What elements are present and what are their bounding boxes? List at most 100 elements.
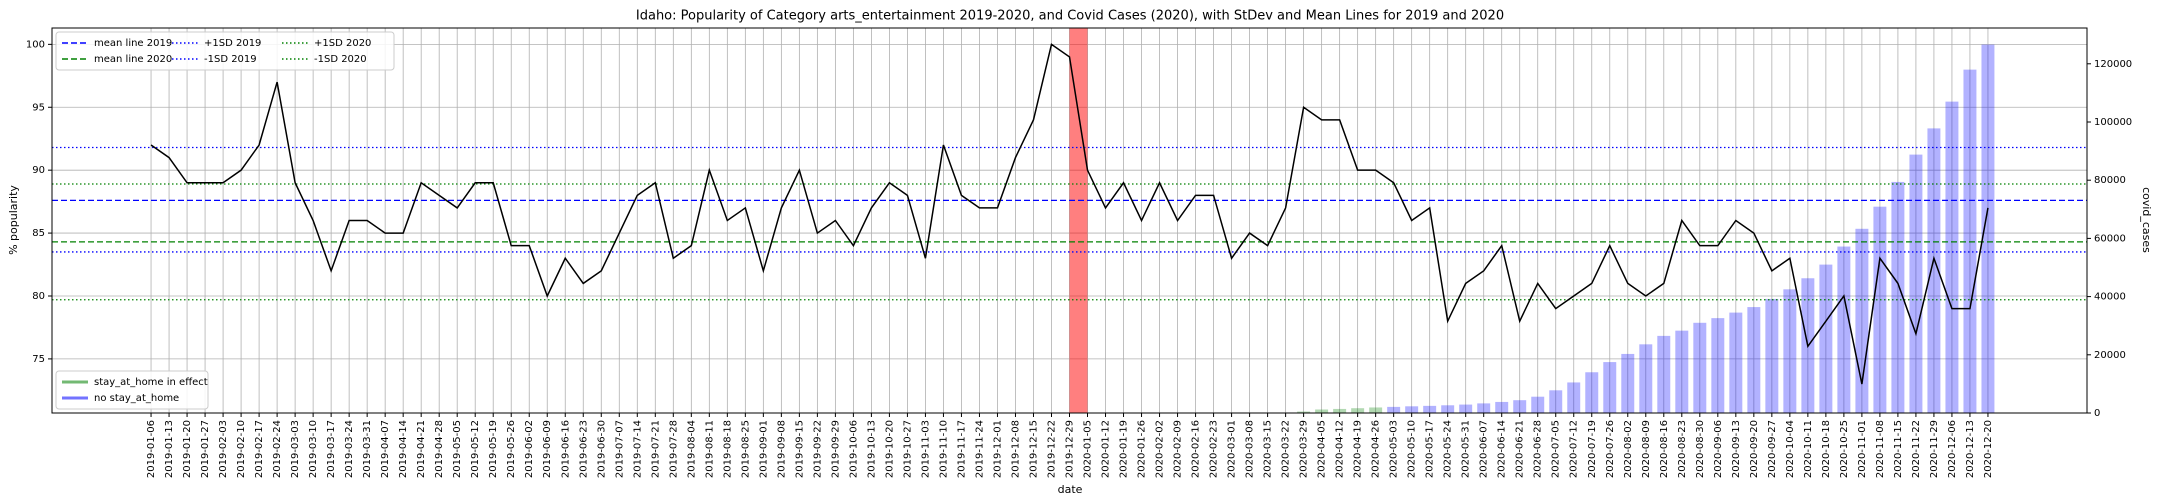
x-tick-label: 2020-11-08 [1875,420,1886,478]
x-tick-label: 2020-01-05 [1083,420,1094,478]
bar [1585,372,1599,413]
x-tick-label: 2019-12-08 [1010,420,1021,478]
x-tick-label: 2019-02-03 [218,420,229,478]
bar [1495,401,1509,413]
bar [1333,408,1347,413]
x-tick-label: 2019-09-01 [758,420,769,478]
x-tick-label: 2019-10-13 [866,420,877,478]
x-tick-label: 2019-08-18 [722,420,733,478]
y-tick-label: 85 [32,228,45,239]
x-tick-label: 2020-04-05 [1317,420,1328,478]
bar [1405,406,1419,413]
x-tick-label: 2019-09-22 [812,420,823,478]
bar [1675,330,1689,413]
x-tick-label: 2020-02-02 [1155,420,1166,478]
x-tick-label: 2019-07-21 [650,420,661,478]
bar [1387,406,1401,413]
legend-box [55,370,209,410]
x-tick-label: 2019-09-15 [794,420,805,478]
x-tick-label: 2020-11-01 [1857,420,1868,478]
x-tick-label: 2020-07-12 [1569,420,1580,478]
x-tick-label: 2019-08-25 [740,420,751,478]
x-tick-label: 2019-01-20 [182,420,193,478]
x-tick-label: 2020-12-06 [1947,420,1958,478]
x-tick-label: 2019-10-27 [902,420,913,478]
x-tick-label: 2019-09-29 [830,420,841,478]
y-tick-label: 95 [32,102,45,113]
bar [1549,390,1563,413]
x-tick-label: 2020-10-11 [1803,420,1814,478]
bar [1639,344,1653,413]
bar [1693,322,1707,413]
x-tick-label: 2019-03-31 [362,420,373,478]
x-tick-label: 2019-08-11 [704,420,715,478]
x-axis-label: date [1058,483,1083,496]
bar [1351,408,1365,413]
x-tick-label: 2020-03-01 [1227,420,1238,478]
x-tick-label: 2020-11-15 [1893,420,1904,478]
x-tick-label: 2019-12-22 [1046,420,1057,478]
y-tick-label: 75 [32,354,45,365]
x-tick-label: 2020-09-06 [1713,420,1724,478]
bar [1423,405,1437,413]
x-tick-label: 2019-01-06 [146,420,157,478]
x-tick-label: 2020-12-20 [1983,420,1994,478]
bar [1531,396,1545,413]
bar [1567,382,1581,413]
x-tick-label: 2019-06-30 [596,420,607,478]
x-tick-label: 2019-09-08 [776,420,787,478]
x-tick-label: 2019-03-24 [344,420,355,478]
x-tick-label: 2020-08-09 [1641,420,1652,478]
x-tick-label: 2020-02-16 [1191,420,1202,478]
bar [1621,353,1635,413]
x-tick-label: 2019-01-27 [200,420,211,478]
x-tick-label: 2019-04-28 [434,420,445,478]
x-tick-label: 2019-03-03 [290,420,301,478]
x-tick-label: 2019-05-05 [452,420,463,478]
x-tick-label: 2020-07-26 [1605,420,1616,478]
x-tick-label: 2020-04-26 [1371,420,1382,478]
x-tick-label: 2019-07-28 [668,420,679,478]
x-tick-label: 2020-09-27 [1767,420,1778,478]
legend-label: no stay_at_home [94,393,179,404]
x-tick-label: 2019-07-07 [614,420,625,478]
x-tick-label: 2020-07-19 [1587,420,1598,478]
y2-tick-label: 20000 [2094,350,2126,361]
x-tick-label: 2020-10-04 [1785,420,1796,478]
bar [1729,312,1743,413]
bar [1657,335,1671,413]
x-tick-label: 2020-10-25 [1839,420,1850,478]
x-tick-label: 2019-12-29 [1065,420,1076,478]
y2-tick-label: 40000 [2094,292,2126,303]
x-tick-label: 2019-10-20 [884,420,895,478]
bar [1927,128,1941,413]
x-tick-label: 2020-06-14 [1497,420,1508,478]
y2-tick-label: 120000 [2094,59,2132,70]
bar [1459,404,1473,413]
chart-title: Idaho: Popularity of Category arts_enter… [636,9,1504,24]
line-series [150,43,1989,385]
legend-label: +1SD 2020 [314,38,371,49]
legend-label: stay_at_home in effect [94,377,208,388]
bar [1603,362,1617,413]
bar [1513,400,1527,413]
x-tick-label: 2019-02-10 [236,420,247,478]
bar [1369,407,1383,413]
x-tick-label: 2020-03-22 [1281,420,1292,478]
y2-tick-label: 60000 [2094,233,2126,244]
x-tick-label: 2019-05-12 [470,420,481,478]
y2-tick-label: 80000 [2094,175,2126,186]
bar [1711,318,1725,413]
x-tick-label: 2019-04-07 [380,420,391,478]
x-tick-label: 2019-06-23 [578,420,589,478]
x-tick-label: 2020-01-19 [1119,420,1130,478]
x-tick-label: 2020-04-12 [1335,420,1346,478]
bar [1873,206,1887,413]
x-tick-label: 2020-06-28 [1533,420,1544,478]
x-tick-label: 2020-03-15 [1263,420,1274,478]
y2-tick-label: 0 [2094,408,2100,419]
bar [1477,403,1491,413]
y-tick-label: 80 [32,291,45,302]
bar [1747,307,1761,413]
x-tick-label: 2020-10-18 [1821,420,1832,478]
